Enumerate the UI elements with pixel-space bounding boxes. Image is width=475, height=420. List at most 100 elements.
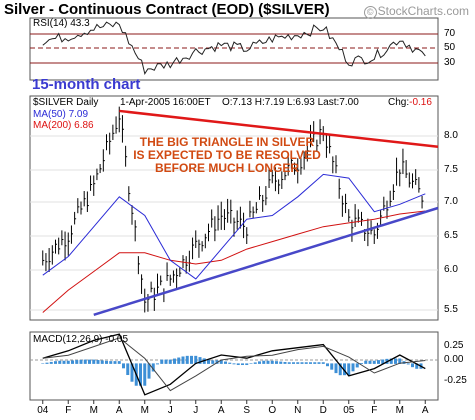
x-tick-label: F [371,405,378,416]
symbol-label: $SILVER Daily [33,97,99,108]
price-tick-7-5: 7.5 [444,164,458,175]
ma200-line [42,210,426,313]
macd-histogram-bar [377,360,380,364]
macd-histogram-bar [398,358,402,364]
macd-histogram-bar [258,361,261,364]
macd-histogram-bar [338,363,342,376]
macd-tick-000: 0.00 [444,354,464,365]
macd-histogram-bar [275,361,278,364]
copyright-icon: © [363,6,377,19]
period-note: 15-month chart [32,76,141,93]
x-tick-label: 05 [343,405,355,416]
change-readout: Chg:-0.16 [388,97,432,108]
x-tick-label: D [319,405,327,416]
price-tick-5-5: 5.5 [444,304,458,315]
macd-histogram-bar [105,360,108,364]
macd-histogram-bar [100,360,104,364]
macd-histogram-bar [266,360,270,364]
macd-histogram-bar [394,358,397,364]
ma50-path [42,173,426,280]
ohlc-text: O:7.13 H:7.19 L:6.93 Last:7.00 [222,97,359,108]
rsi-tick-30: 30 [444,57,456,68]
macd-histogram-bar [232,363,236,365]
macd-histogram-bar [411,363,414,368]
macd-histogram-bar [190,355,193,364]
x-tick-label: 04 [37,405,49,416]
macd-histogram-bar [292,362,295,364]
rsi-panel-frame [29,17,439,81]
chart-title: Silver - Continuous Contract (EOD) ($SIL… [4,1,330,18]
macd-histogram-bar [139,363,142,386]
macd-histogram-bar [198,357,202,364]
x-tick-label: A [217,405,225,416]
macd-histogram-bar [88,359,91,364]
macd-histogram-bar [185,355,189,364]
macd-histogram-bar [117,361,121,364]
rsi-tick-70: 70 [444,28,456,39]
macd-histogram-bar [304,362,308,364]
macd-histogram-bar [351,363,355,372]
macd-histogram-bar [313,362,317,364]
macd-histogram-bar [309,362,312,364]
x-tick-label: O [268,405,277,416]
macd-histogram-bar [79,359,83,364]
macd-histogram-bar [326,363,329,367]
macd-histogram-bar [173,358,176,364]
macd-histogram-bar [283,362,287,364]
price-tick-8-0: 8.0 [444,130,458,141]
macd-histogram-bar [415,363,419,369]
x-tick-label: J [193,405,199,416]
macd-histogram-bar [164,359,168,364]
macd-histogram-bar [58,360,62,364]
ma200-path [42,210,426,313]
macd-histogram-bar [228,362,232,364]
brand-watermark[interactable]: © StockCharts.com [363,4,469,19]
macd-histogram-bar [287,362,291,364]
annotation-line-3: BEFORE MUCH LONGER [155,161,299,175]
macd-histogram-bar [83,359,87,364]
macd-histogram-bar [360,363,363,364]
macd-histogram-bar [211,360,215,364]
price-tick-7-0: 7.0 [444,196,458,207]
price-panel-frame [29,95,439,321]
x-tick-label: M [89,405,98,416]
macd-histogram-bar [406,363,410,365]
macd-histogram-bar [75,360,79,364]
macd-histogram-bar [143,363,147,386]
macd-histogram-bar [113,361,117,364]
macd-histogram-bar [317,362,321,364]
macd-histogram-bar [151,363,155,372]
macd-histogram-bar [321,362,325,364]
price-bars [42,106,424,313]
macd-histogram-bar [236,363,240,366]
macd-histogram-bar [168,359,172,364]
macd-histogram-bar [109,361,113,364]
macd-histogram-bar [343,363,346,376]
macd-histogram-bar [241,363,244,366]
macd-histogram-bar [219,360,223,364]
x-tick-label: A [115,405,123,416]
macd-histogram-bar [45,362,49,364]
macd-histogram-bar [330,363,334,370]
macd-panel-frame [29,331,439,401]
macd-histogram-bar [224,361,227,364]
macd-histogram-bar [355,363,359,368]
macd-histogram-bar [160,359,164,364]
ma50-line [42,173,426,280]
rsi-tick-50: 50 [444,42,456,53]
rsi-value: 43.3 [70,18,90,29]
rsi-line [42,21,426,75]
x-tick-label: J [167,405,173,416]
macd-histogram-bar [279,361,283,364]
macd-histogram-bar [130,363,134,382]
macd-histogram-bar [300,362,304,364]
x-tick-label: A [421,405,429,416]
x-axis-ticks [42,400,426,404]
rsi-label: RSI(14) 43.3 [33,18,90,29]
change-value: -0.16 [409,97,432,108]
macd-histogram-bar [49,361,53,364]
macd-histogram-bar [262,360,266,364]
macd-histogram-bar [245,363,249,366]
rsi-path [42,21,426,75]
